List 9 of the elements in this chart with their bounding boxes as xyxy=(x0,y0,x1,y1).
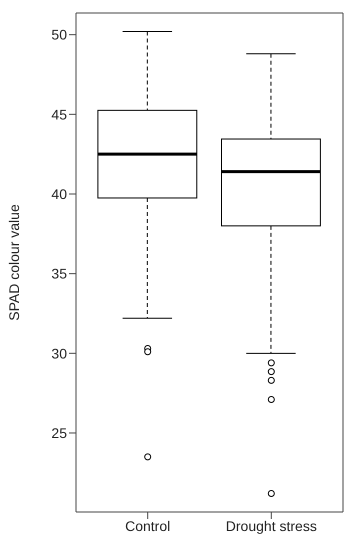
x-tick-label: Control xyxy=(125,518,170,534)
y-tick-label: 45 xyxy=(51,106,68,122)
x-tick-label: Drought stress xyxy=(226,518,317,534)
y-tick-label: 40 xyxy=(51,186,68,202)
y-tick-label: 30 xyxy=(51,345,68,362)
y-tick-label: 35 xyxy=(51,266,68,282)
y-axis-title: SPAD colour value xyxy=(6,204,22,321)
y-tick-label: 25 xyxy=(51,424,68,441)
y-tick-label: 50 xyxy=(51,26,68,43)
